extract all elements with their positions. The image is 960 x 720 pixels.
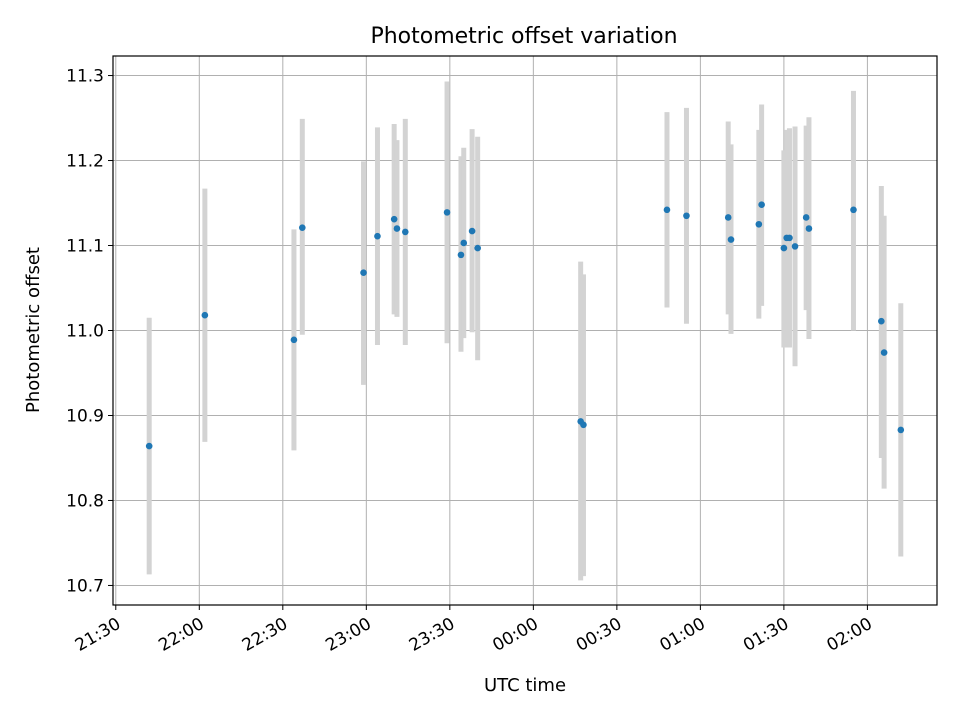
data-point bbox=[880, 349, 888, 356]
x-tick-label: 00:00 bbox=[489, 614, 541, 656]
y-tick-label: 11.2 bbox=[66, 152, 104, 172]
y-tick-label: 10.9 bbox=[66, 406, 104, 426]
data-point bbox=[374, 232, 381, 240]
data-point bbox=[145, 442, 153, 450]
y-tick-label: 10.7 bbox=[66, 576, 104, 596]
data-point bbox=[786, 234, 793, 242]
chart-title: Photometric offset variation bbox=[370, 24, 677, 49]
data-point bbox=[457, 251, 465, 259]
data-point bbox=[878, 317, 885, 325]
data-point bbox=[758, 201, 765, 209]
y-tick-label: 11.3 bbox=[66, 67, 104, 87]
x-tick-label: 22:30 bbox=[239, 614, 291, 656]
data-point bbox=[360, 269, 367, 277]
x-tick-label: 00:30 bbox=[573, 614, 625, 656]
data-point bbox=[724, 214, 732, 221]
data-point bbox=[802, 214, 810, 221]
data-point bbox=[850, 206, 857, 214]
data-point bbox=[791, 243, 799, 250]
x-tick-label: 01:30 bbox=[740, 614, 792, 656]
data-point bbox=[474, 244, 481, 252]
grid-lines bbox=[113, 56, 937, 605]
x-tick-label: 02:00 bbox=[823, 614, 875, 656]
y-axis-ticks: 10.7 10.8 10.9 11.0 11.1 11.2 11.3 bbox=[66, 67, 113, 596]
y-tick-label: 11.1 bbox=[66, 237, 104, 257]
x-tick-label: 23:30 bbox=[406, 614, 458, 656]
x-axis-ticks: 21:30 22:00 22:30 23:00 23:30 00:00 00:30 01:00… bbox=[72, 605, 876, 656]
data-points bbox=[145, 201, 905, 450]
data-point bbox=[780, 244, 788, 252]
data-point bbox=[290, 336, 298, 344]
data-point bbox=[390, 215, 398, 223]
data-point bbox=[201, 311, 209, 319]
x-tick-label: 23:00 bbox=[322, 614, 374, 656]
data-point bbox=[663, 206, 671, 214]
data-point bbox=[460, 239, 468, 247]
x-tick-label: 21:30 bbox=[72, 614, 124, 656]
data-point bbox=[580, 421, 587, 429]
data-point bbox=[401, 228, 409, 236]
data-point bbox=[393, 225, 401, 232]
y-axis-label: Photometric offset bbox=[23, 247, 44, 413]
y-tick-label: 11.0 bbox=[66, 322, 104, 342]
x-tick-label: 22:00 bbox=[155, 614, 207, 656]
data-point bbox=[443, 209, 451, 216]
x-axis-label: UTC time bbox=[484, 675, 566, 696]
data-point bbox=[755, 220, 763, 228]
x-tick-label: 01:00 bbox=[656, 614, 708, 656]
data-point bbox=[897, 426, 905, 434]
data-point bbox=[805, 225, 813, 232]
data-point bbox=[727, 236, 735, 243]
data-point bbox=[468, 227, 476, 235]
y-tick-label: 10.8 bbox=[66, 491, 104, 511]
data-point bbox=[683, 212, 690, 220]
data-point bbox=[298, 224, 306, 231]
